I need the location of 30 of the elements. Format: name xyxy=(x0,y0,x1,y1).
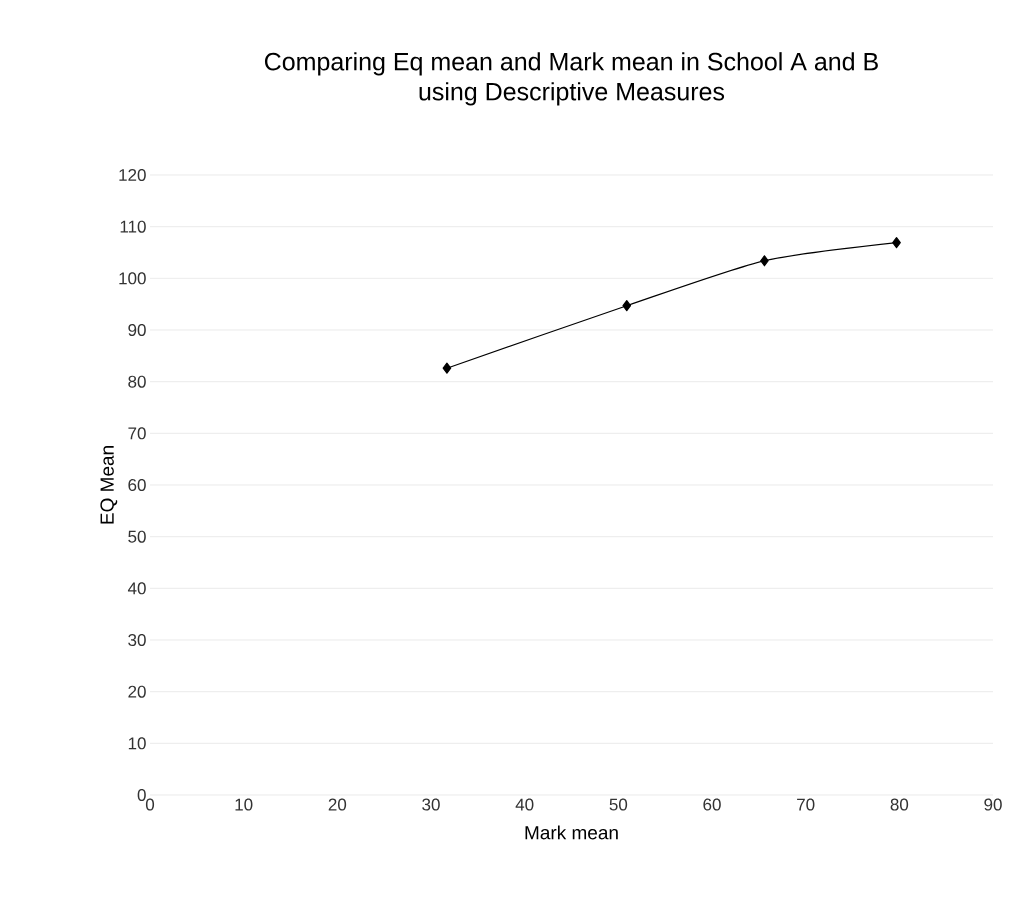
y-tick-label: 20 xyxy=(128,685,146,698)
point xyxy=(892,237,901,249)
y-tick-label: 110 xyxy=(120,220,146,233)
y-tick-label: 50 xyxy=(128,530,146,543)
point xyxy=(442,362,452,374)
y-axis-title: EQ Mean xyxy=(100,446,118,524)
point xyxy=(760,255,769,267)
y-tick-label: 0 xyxy=(137,788,146,802)
y-tick-label: 80 xyxy=(128,375,146,388)
x-tick-label: 0 xyxy=(145,798,155,811)
y-tick-label: 40 xyxy=(127,582,146,595)
x-tick-label: 30 xyxy=(422,798,440,811)
x-tick-label: 10 xyxy=(235,798,253,811)
x-tick-label: 40 xyxy=(515,798,534,811)
x-tick-label: 50 xyxy=(609,798,628,811)
y-tick-label: 30 xyxy=(128,633,146,647)
y-tick-label: 120 xyxy=(119,168,146,182)
chart-title: Comparing Eq mean and Mark mean in School A and B using Descriptive Measures xyxy=(264,52,878,106)
y-tick-label: 70 xyxy=(128,427,146,440)
y-tick-label: 100 xyxy=(119,272,146,285)
x-tick-label: 60 xyxy=(703,798,721,811)
x-tick-label: 80 xyxy=(890,798,909,811)
y-tick-label: 10 xyxy=(128,737,146,750)
x-axis-title: Mark mean xyxy=(525,825,618,840)
y-tick-label: 60 xyxy=(128,478,146,492)
point xyxy=(622,300,632,312)
x-tick-label: 90 xyxy=(984,798,1002,811)
y-tick-label: 90 xyxy=(128,323,146,337)
x-tick-label: 70 xyxy=(797,798,815,811)
x-tick-label: 20 xyxy=(328,798,347,811)
